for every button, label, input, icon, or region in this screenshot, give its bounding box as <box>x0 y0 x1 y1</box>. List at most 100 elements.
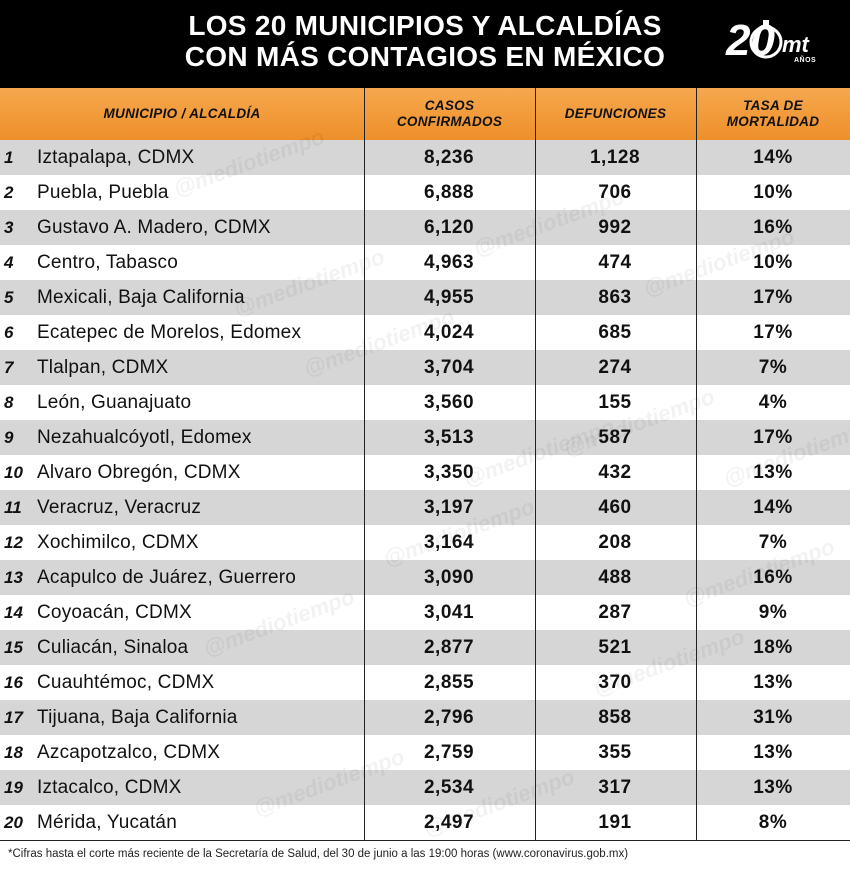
table-row: 9 Nezahualcóyotl, Edomex 3,513 587 17% <box>0 420 850 455</box>
rank-cell: 18 <box>4 742 23 762</box>
title-line-1: LOS 20 MUNICIPIOS Y ALCALDÍAS <box>188 10 662 41</box>
deaths-cell: 208 <box>598 531 632 553</box>
name-cell: Coyoacán, CDMX <box>37 601 192 623</box>
table-row: 18 Azcapotzalco, CDMX 2,759 355 13% <box>0 735 850 770</box>
name-cell: Mexicali, Baja California <box>37 286 245 308</box>
footnote: *Cifras hasta el corte más reciente de l… <box>8 848 629 860</box>
rate-cell: 10% <box>753 181 793 203</box>
name-cell: Nezahualcóyotl, Edomex <box>37 426 252 448</box>
cases-cell: 2,534 <box>423 776 475 798</box>
header-defunciones: DEFUNCIONES <box>564 106 667 121</box>
rank-cell: 7 <box>4 357 14 377</box>
cases-cell: 2,855 <box>423 671 475 693</box>
name-cell: Gustavo A. Madero, CDMX <box>37 216 271 238</box>
rate-cell: 13% <box>753 741 793 763</box>
name-cell: Cuauhtémoc, CDMX <box>37 671 215 693</box>
name-cell: Ecatepec de Morelos, Edomex <box>37 321 302 343</box>
rate-cell: 7% <box>758 531 788 553</box>
chart-title: LOS 20 MUNICIPIOS Y ALCALDÍAS CON MÁS CO… <box>0 10 850 72</box>
table-row: 1 Iztapalapa, CDMX 8,236 1,128 14% <box>0 140 850 175</box>
header-casos: CASOS CONFIRMADOS <box>396 98 503 129</box>
table-row: 12 Xochimilco, CDMX 3,164 208 7% <box>0 525 850 560</box>
deaths-cell: 1,128 <box>589 146 641 168</box>
rate-cell: 17% <box>753 286 793 308</box>
rank-cell: 13 <box>4 567 23 587</box>
rank-cell: 15 <box>4 637 23 657</box>
name-cell: Mérida, Yucatán <box>37 811 177 833</box>
rate-cell: 8% <box>758 811 788 833</box>
table-row: 19 Iztacalco, CDMX 2,534 317 13% <box>0 770 850 805</box>
cases-cell: 3,090 <box>423 566 475 588</box>
rate-cell: 13% <box>753 461 793 483</box>
name-cell: Acapulco de Juárez, Guerrero <box>37 566 297 588</box>
deaths-cell: 370 <box>598 671 632 693</box>
cases-cell: 4,955 <box>423 286 475 308</box>
cases-cell: 2,497 <box>423 811 475 833</box>
rank-cell: 1 <box>4 147 14 167</box>
cases-cell: 2,877 <box>423 636 475 658</box>
rate-cell: 14% <box>753 146 793 168</box>
rate-cell: 10% <box>753 251 793 273</box>
logo-number: 20 <box>726 16 775 65</box>
rank-cell: 16 <box>4 672 23 692</box>
deaths-cell: 432 <box>598 461 632 483</box>
cases-cell: 3,164 <box>423 531 475 553</box>
cases-cell: 3,041 <box>423 601 475 623</box>
table-row: 17 Tijuana, Baja California 2,796 858 31% <box>0 700 850 735</box>
rank-cell: 14 <box>4 602 23 622</box>
rate-cell: 13% <box>753 776 793 798</box>
rank-cell: 2 <box>4 182 14 202</box>
mediotiempo-logo: 20 mt AÑOS <box>726 16 830 72</box>
rate-cell: 13% <box>753 671 793 693</box>
table-row: 15 Culiacán, Sinaloa 2,877 521 18% <box>0 630 850 665</box>
rank-cell: 4 <box>4 252 14 272</box>
deaths-cell: 155 <box>598 391 632 413</box>
header-municipio: MUNICIPIO / ALCALDÍA <box>103 106 261 121</box>
table-row: 14 Coyoacán, CDMX 3,041 287 9% <box>0 595 850 630</box>
table-row: 11 Veracruz, Veracruz 3,197 460 14% <box>0 490 850 525</box>
rate-cell: 18% <box>753 636 793 658</box>
rate-cell: 16% <box>753 566 793 588</box>
table-row: 20 Mérida, Yucatán 2,497 191 8% <box>0 805 850 840</box>
cases-cell: 3,350 <box>423 461 475 483</box>
rank-cell: 6 <box>4 322 14 342</box>
rank-cell: 10 <box>4 462 23 482</box>
rate-cell: 17% <box>753 426 793 448</box>
table-row: 2 Puebla, Puebla 6,888 706 10% <box>0 175 850 210</box>
deaths-cell: 191 <box>598 811 632 833</box>
rank-cell: 9 <box>4 427 14 447</box>
column-divider <box>535 88 536 840</box>
rate-cell: 31% <box>753 706 793 728</box>
rank-cell: 20 <box>4 812 23 832</box>
name-cell: León, Guanajuato <box>37 391 192 413</box>
deaths-cell: 587 <box>598 426 632 448</box>
table-row: 4 Centro, Tabasco 4,963 474 10% <box>0 245 850 280</box>
deaths-cell: 474 <box>598 251 632 273</box>
title-bar: LOS 20 MUNICIPIOS Y ALCALDÍAS CON MÁS CO… <box>0 0 850 88</box>
logo-ring-icon <box>749 20 783 59</box>
name-cell: Tlalpan, CDMX <box>37 356 169 378</box>
rate-cell: 7% <box>758 356 788 378</box>
deaths-cell: 274 <box>598 356 632 378</box>
rate-cell: 14% <box>753 496 793 518</box>
deaths-cell: 706 <box>598 181 632 203</box>
deaths-cell: 287 <box>598 601 632 623</box>
deaths-cell: 858 <box>598 706 632 728</box>
cases-cell: 3,197 <box>423 496 475 518</box>
title-line-2: CON MÁS CONTAGIOS EN MÉXICO <box>184 41 666 72</box>
cases-cell: 6,120 <box>423 216 475 238</box>
cases-cell: 4,963 <box>423 251 475 273</box>
table-row: 3 Gustavo A. Madero, CDMX 6,120 992 16% <box>0 210 850 245</box>
name-cell: Veracruz, Veracruz <box>37 496 202 518</box>
deaths-cell: 488 <box>598 566 632 588</box>
rate-cell: 16% <box>753 216 793 238</box>
bottom-rule <box>0 840 850 841</box>
cases-cell: 6,888 <box>423 181 475 203</box>
table-row: 16 Cuauhtémoc, CDMX 2,855 370 13% <box>0 665 850 700</box>
deaths-cell: 521 <box>598 636 632 658</box>
rate-cell: 17% <box>753 321 793 343</box>
name-cell: Azcapotzalco, CDMX <box>37 741 221 763</box>
rate-cell: 4% <box>758 391 788 413</box>
table-row: 6 Ecatepec de Morelos, Edomex 4,024 685 17% <box>0 315 850 350</box>
table-row: 7 Tlalpan, CDMX 3,704 274 7% <box>0 350 850 385</box>
